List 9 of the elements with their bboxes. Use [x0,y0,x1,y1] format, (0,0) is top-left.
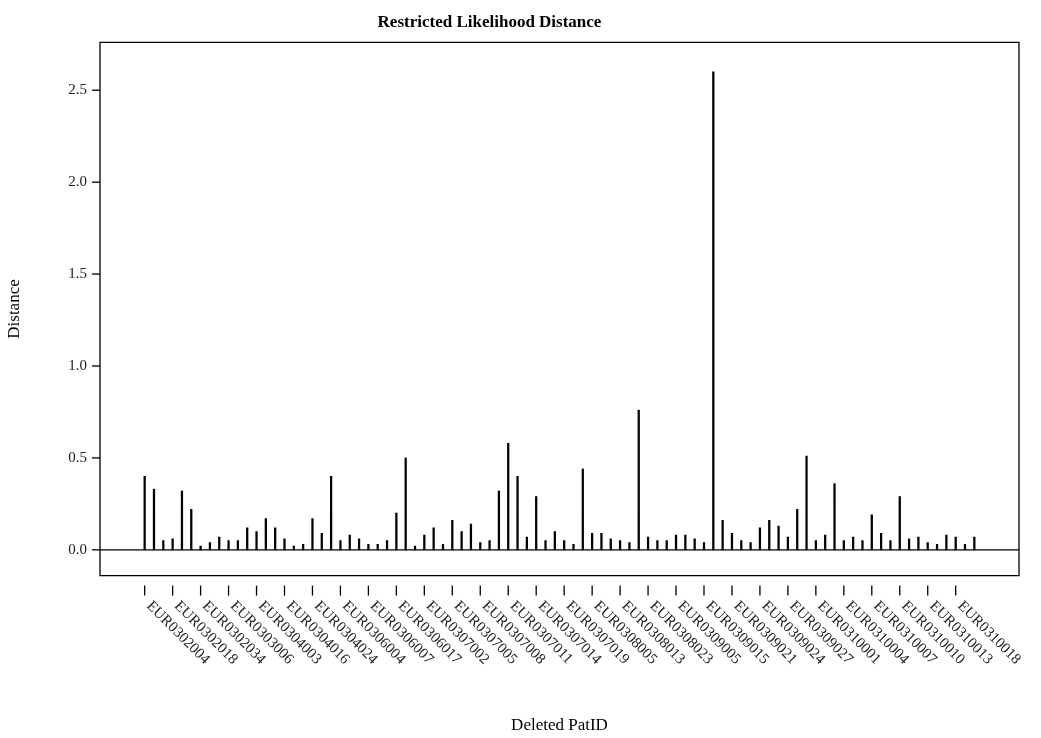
y-tick-label: 0.0 [68,540,87,557]
y-tick-label: 0.5 [68,448,87,465]
y-axis-title: Distance [3,279,23,339]
x-axis-title: Deleted PatID [511,715,608,735]
y-tick-label: 1.5 [68,265,87,281]
y-tick-label: 2.5 [68,81,87,98]
y-tick-label: 1.0 [68,356,87,373]
chart-title: Restricted Likelihood Distance [377,11,602,31]
y-tick-label: 2.0 [68,173,87,190]
